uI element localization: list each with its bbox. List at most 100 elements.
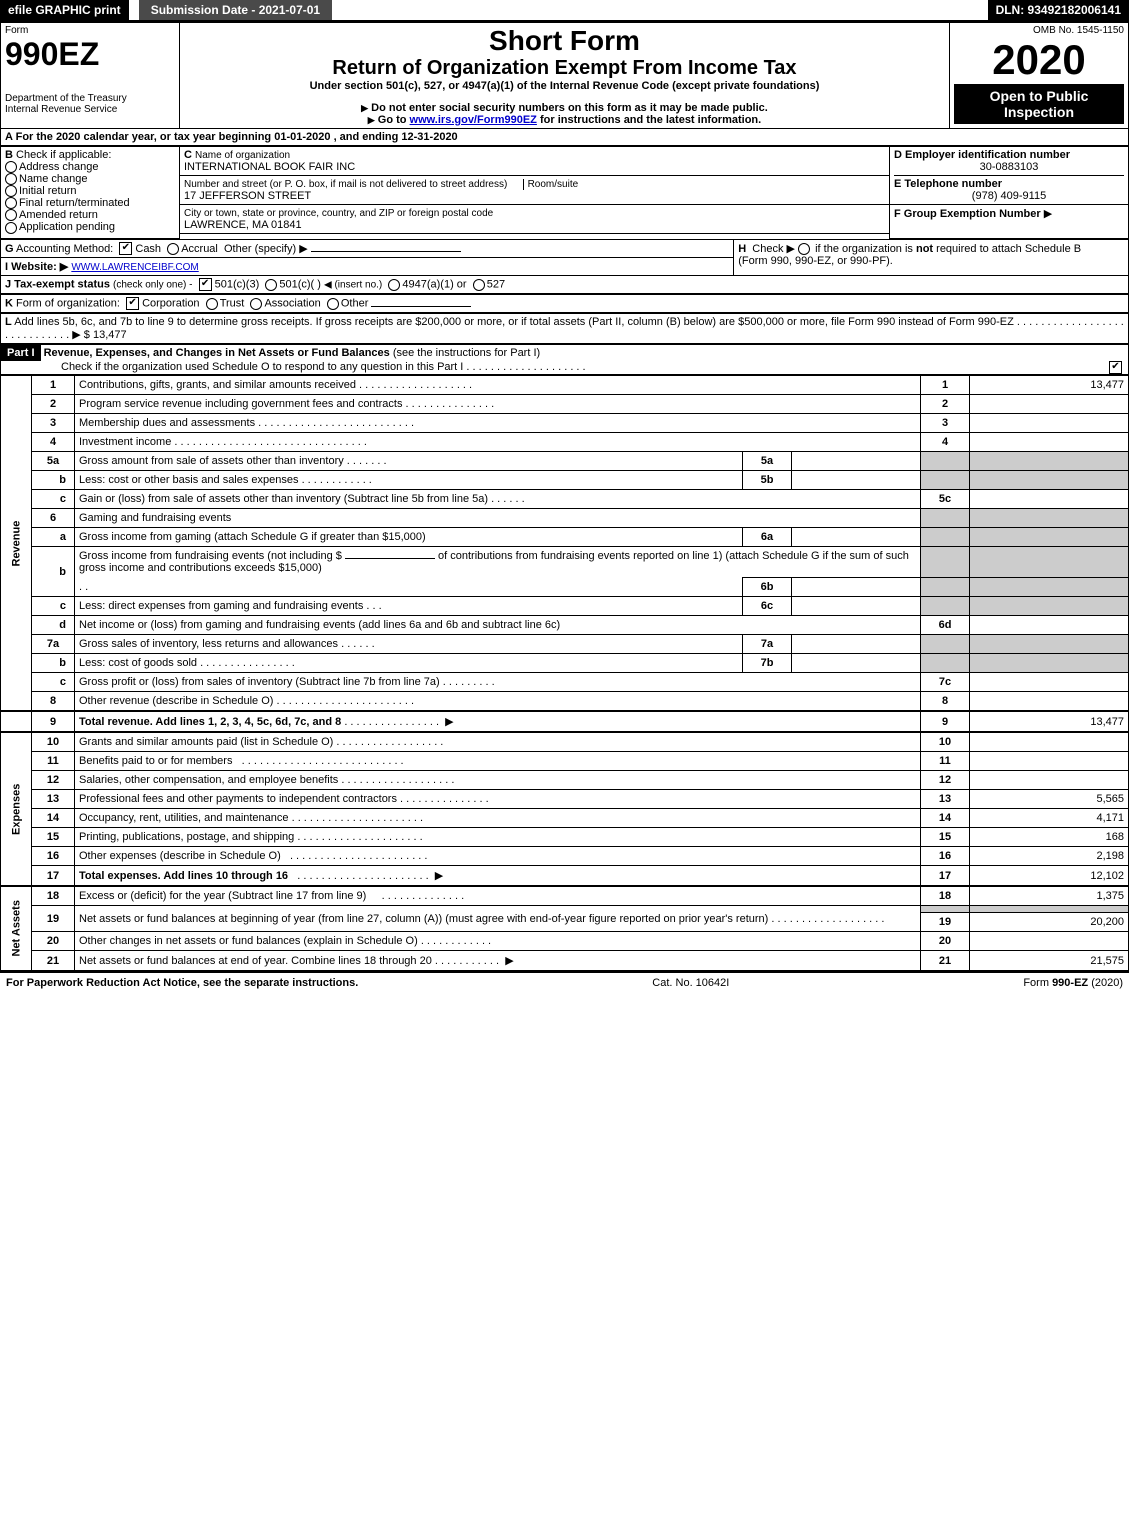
line-7a-sub: 7a [743,635,792,654]
line-15-col: 15 [921,828,970,847]
line-21-col: 21 [921,951,970,971]
line-6-desc: Gaming and fundraising events [75,509,921,528]
line-13-desc: Professional fees and other payments to … [79,793,397,805]
line-6d-desc: Net income or (loss) from gaming and fun… [75,616,921,635]
line-6d-no: d [32,616,75,635]
revenue-label: Revenue [1,376,32,712]
association-label: Association [264,298,320,310]
schedule-o-check-text: Check if the organization used Schedule … [61,361,463,373]
insert-no: ◀ (insert no.) [324,280,382,291]
501c3-checkbox[interactable] [199,278,212,291]
4947-label: 4947(a)(1) or [402,279,466,291]
line-9-no: 9 [32,711,75,732]
section-f-label: F Group Exemption Number [894,208,1041,220]
corporation-checkbox[interactable] [126,297,139,310]
section-i-label: I Website: ▶ [5,261,68,273]
accounting-method-label: Accounting Method: [16,243,113,255]
tax-year-begin: 01-01-2020 [274,131,330,143]
association-radio[interactable] [250,298,262,310]
cash-checkbox[interactable] [119,242,132,255]
schedule-b-radio[interactable] [798,243,810,255]
527-radio[interactable] [473,279,485,291]
section-d-label: D Employer identification number [894,149,1070,161]
501c3-label: 501(c)(3) [215,279,260,291]
line-5c-no: c [32,490,75,509]
city-state-zip: LAWRENCE, MA 01841 [184,219,302,231]
other-org-input[interactable] [371,306,471,307]
line-11-amt [970,752,1129,771]
shaded-cell [921,528,970,547]
line-1-amt: 13,477 [970,376,1129,395]
line-21-amt: 21,575 [970,951,1129,971]
opt-final-return: Final return/terminated [19,197,130,209]
line-6c-sub: 6c [743,597,792,616]
shaded-cell [921,578,970,597]
line-17-col: 17 [921,866,970,887]
4947-radio[interactable] [388,279,400,291]
section-b-label: B [5,149,13,161]
line-16-no: 16 [32,847,75,866]
name-of-org-label: Name of organization [195,150,290,161]
part1-title: Revenue, Expenses, and Changes in Net As… [44,347,390,359]
efile-print-label[interactable]: efile GRAPHIC print [0,0,129,20]
h-text4: (Form 990, 990-EZ, or 990-PF). [738,255,893,267]
shaded-cell [970,635,1129,654]
line-5b-subval [792,471,921,490]
note2-pre: Go to [378,114,410,126]
line-7b-no: b [32,654,75,673]
addr-label: Number and street (or P. O. box, if mail… [184,179,507,190]
501c-label: 501(c)( ) [279,279,321,291]
section-g-h: G Accounting Method: Cash Accrual Other … [0,239,1129,295]
dept-irs: Internal Revenue Service [5,104,175,115]
line-13-col: 13 [921,790,970,809]
section-k-label: K [5,298,13,310]
line-20-desc: Other changes in net assets or fund bala… [79,935,418,947]
schedule-o-checkbox[interactable] [1109,361,1122,374]
irs-link[interactable]: www.irs.gov/Form990EZ [410,114,537,126]
line-17-desc: Total expenses. Add lines 10 through 16 [79,870,288,882]
line-1-no: 1 [32,376,75,395]
website-link[interactable]: WWW.LAWRENCEIBF.COM [71,262,198,273]
address-change-radio[interactable] [5,161,17,173]
line-16-amt: 2,198 [970,847,1129,866]
line-6b-input[interactable] [345,558,435,559]
line-10-amt [970,732,1129,752]
corporation-label: Corporation [142,298,199,310]
shaded-cell [970,509,1129,528]
line-11-no: 11 [32,752,75,771]
opt-name-change: Name change [19,173,88,185]
line-21-no: 21 [32,951,75,971]
initial-return-radio[interactable] [5,185,17,197]
501c-radio[interactable] [265,279,277,291]
line-6c-desc: Less: direct expenses from gaming and fu… [79,600,363,612]
part1-lines: Revenue 1 Contributions, gifts, grants, … [0,375,1129,971]
paperwork-notice: For Paperwork Reduction Act Notice, see … [6,977,358,989]
name-change-radio[interactable] [5,173,17,185]
submission-date-label: Submission Date - 2021-07-01 [139,0,332,20]
other-radio[interactable] [327,298,339,310]
line-9-col: 9 [921,711,970,732]
line-4-col: 4 [921,433,970,452]
accrual-radio[interactable] [167,243,179,255]
shaded-cell [970,547,1129,578]
line-20-col: 20 [921,932,970,951]
application-pending-radio[interactable] [5,222,17,234]
shaded-cell [970,528,1129,547]
shaded-cell [921,509,970,528]
line-5a-subval [792,452,921,471]
line-7c-amt [970,673,1129,692]
amended-return-radio[interactable] [5,209,17,221]
line-6a-desc: Gross income from gaming (attach Schedul… [75,528,743,547]
room-label: Room/suite [523,179,579,190]
trust-radio[interactable] [206,298,218,310]
line-5b-no: b [32,471,75,490]
footer-form-post: (2020) [1091,977,1123,989]
line-6b-subval [792,578,921,597]
line-14-no: 14 [32,809,75,828]
shaded-cell [970,906,1129,913]
other-specify-input[interactable] [311,251,461,252]
section-a-pre: For the 2020 calendar year, or tax year … [16,131,275,143]
final-return-radio[interactable] [5,197,17,209]
shaded-cell [921,654,970,673]
shaded-cell [970,578,1129,597]
